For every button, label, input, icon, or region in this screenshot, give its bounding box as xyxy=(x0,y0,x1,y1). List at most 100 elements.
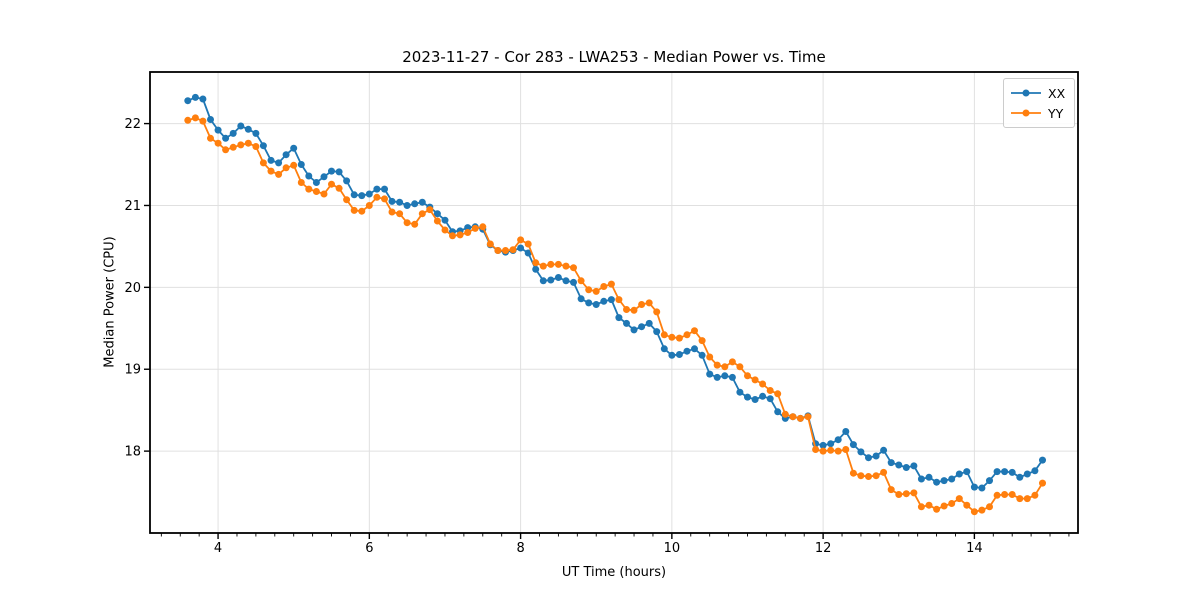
data-point-xx xyxy=(524,249,532,257)
data-point-xx xyxy=(645,319,653,327)
data-point-xx xyxy=(199,95,207,103)
data-point-yy xyxy=(986,503,993,511)
data-point-yy xyxy=(789,413,797,421)
data-point-xx xyxy=(933,478,941,486)
data-point-yy xyxy=(244,139,252,147)
data-point-yy xyxy=(766,387,774,394)
series-line-yy xyxy=(187,117,1044,513)
data-point-xx xyxy=(1016,473,1024,481)
data-point-yy xyxy=(963,501,971,509)
data-point-yy xyxy=(365,202,373,209)
data-point-xx xyxy=(623,319,630,327)
data-point-yy xyxy=(675,334,683,342)
data-point-xx xyxy=(577,295,585,303)
data-point-yy xyxy=(857,472,865,480)
data-point-yy xyxy=(312,188,320,195)
data-point-yy xyxy=(592,287,600,295)
data-point-yy xyxy=(902,490,910,498)
data-point-xx xyxy=(388,197,396,205)
data-point-xx xyxy=(910,462,918,470)
data-point-xx xyxy=(638,323,646,331)
data-point-xx xyxy=(600,297,608,305)
data-point-yy xyxy=(479,223,487,231)
data-point-yy xyxy=(403,219,411,227)
data-point-yy xyxy=(282,164,290,172)
data-point-yy xyxy=(925,501,933,509)
data-point-xx xyxy=(570,278,577,286)
data-point-yy xyxy=(418,210,426,218)
data-point-xx xyxy=(562,277,570,285)
data-point-yy xyxy=(396,210,404,218)
data-point-xx xyxy=(547,276,555,284)
data-point-yy xyxy=(607,280,615,288)
data-point-yy xyxy=(509,246,517,254)
data-point-xx xyxy=(917,475,925,483)
legend-marker-yy xyxy=(1011,109,1041,117)
data-point-xx xyxy=(207,116,214,123)
data-point-xx xyxy=(290,144,298,152)
data-point-yy xyxy=(267,167,275,175)
y-axis-label: Median Power (CPU) xyxy=(102,236,118,368)
data-point-yy xyxy=(713,361,721,369)
data-point-xx xyxy=(668,351,676,359)
data-point-yy xyxy=(1016,495,1024,503)
data-point-xx xyxy=(970,483,978,491)
data-point-xx xyxy=(282,151,290,159)
data-point-yy xyxy=(275,170,283,178)
data-point-xx xyxy=(759,392,767,400)
data-point-xx xyxy=(819,441,827,449)
data-point-yy xyxy=(736,363,744,371)
data-point-yy xyxy=(917,503,925,511)
data-point-yy xyxy=(834,447,842,455)
data-point-yy xyxy=(373,193,381,201)
data-point-xx xyxy=(857,448,865,456)
y-tick-label: 19 xyxy=(124,363,141,378)
data-point-yy xyxy=(887,486,895,494)
data-point-yy xyxy=(630,306,638,314)
data-point-xx xyxy=(464,224,472,232)
data-point-yy xyxy=(645,299,653,307)
data-point-xx xyxy=(834,436,842,444)
data-point-yy xyxy=(191,114,199,122)
data-point-xx xyxy=(328,167,335,175)
data-point-xx xyxy=(297,161,305,168)
data-point-yy xyxy=(449,232,456,240)
data-point-yy xyxy=(872,472,880,480)
data-point-xx xyxy=(539,277,547,285)
data-point-xx xyxy=(592,301,600,308)
x-tick-label: 14 xyxy=(966,541,983,556)
data-point-yy xyxy=(441,226,449,234)
plot-border xyxy=(149,71,1079,534)
data-point-yy xyxy=(880,468,888,476)
legend: XX YY xyxy=(1003,78,1076,128)
chart-title: 2023-11-27 - Cor 283 - LWA253 - Median P… xyxy=(402,48,826,66)
data-point-yy xyxy=(660,331,668,339)
data-point-xx xyxy=(986,477,993,485)
data-point-xx xyxy=(1001,468,1009,476)
data-point-xx xyxy=(978,484,986,492)
data-point-xx xyxy=(615,314,623,322)
data-point-yy xyxy=(781,410,789,418)
data-point-xx xyxy=(706,370,714,378)
data-point-xx xyxy=(433,210,441,218)
data-point-yy xyxy=(600,283,608,290)
data-point-xx xyxy=(660,345,668,353)
data-point-xx xyxy=(827,440,835,448)
data-point-yy xyxy=(842,446,850,453)
y-tick-label: 21 xyxy=(124,199,141,214)
data-point-xx xyxy=(1023,470,1031,478)
data-point-yy xyxy=(1008,491,1016,498)
data-point-xx xyxy=(607,296,615,304)
data-point-yy xyxy=(948,500,956,507)
data-point-yy xyxy=(305,185,313,193)
data-point-xx xyxy=(993,468,1001,476)
legend-dot-yy xyxy=(1022,109,1030,117)
data-point-yy xyxy=(229,143,237,151)
data-point-yy xyxy=(1001,491,1009,498)
x-tick-label: 8 xyxy=(516,541,524,556)
data-point-yy xyxy=(456,231,464,239)
data-point-xx xyxy=(691,345,698,353)
data-point-xx xyxy=(698,351,706,359)
data-point-yy xyxy=(320,190,328,198)
data-point-yy xyxy=(381,195,388,203)
